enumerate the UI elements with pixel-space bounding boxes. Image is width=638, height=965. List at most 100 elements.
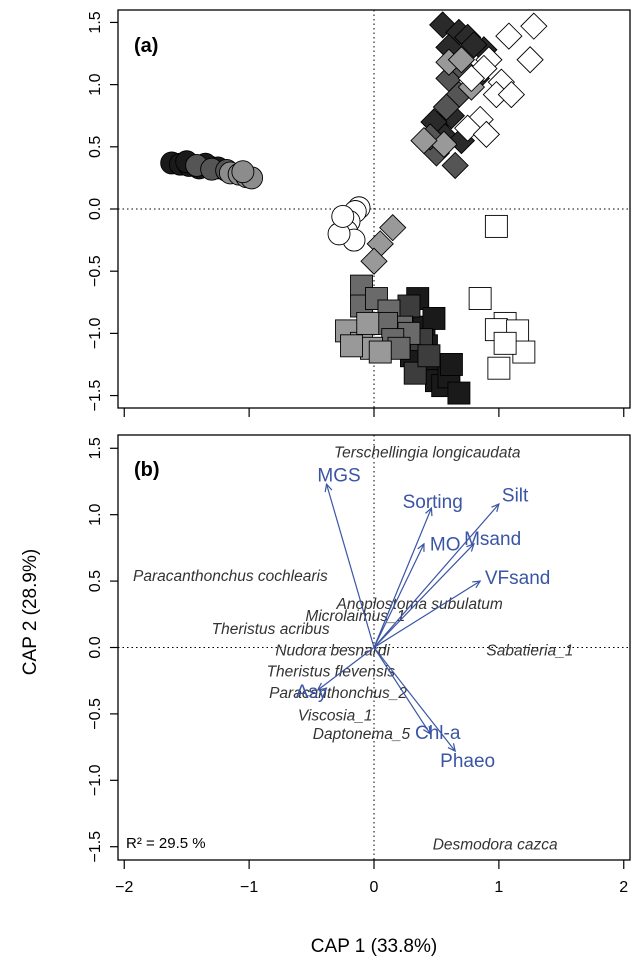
y-tick-label: −0.5 — [87, 698, 104, 730]
vector-arrow-shaft — [373, 580, 481, 649]
species-label: Viscosia_1 — [298, 708, 373, 725]
vector-arrow-head — [425, 506, 433, 517]
r-squared-annotation: R² = 29.5 % — [126, 835, 206, 852]
vector-arrow-head — [423, 725, 431, 735]
y-tick-label: 0.0 — [87, 636, 104, 658]
environmental-vectors: MGS Sorting Silt MO Msand VFsand Asy Chl-a Phaeo — [296, 465, 551, 772]
y-tick-label: −0.5 — [87, 255, 104, 287]
y-tick-label: 1.0 — [87, 503, 104, 525]
y-tick-label: 0.5 — [87, 570, 104, 592]
sample-point-square — [439, 353, 463, 376]
vector-label: Msand — [464, 529, 521, 550]
vector-label: MGS — [317, 465, 360, 486]
y-tick-label: 1.5 — [87, 11, 104, 33]
sample-point-square — [403, 361, 427, 385]
vector-arrow-head — [491, 503, 500, 512]
reference-lines — [118, 10, 630, 408]
panel-label: (a) — [134, 35, 158, 57]
sample-point-diamond — [460, 31, 488, 59]
x-axis: −2 −1 0 1 2 — [115, 860, 628, 896]
species-label: Paracanthonchus cochlearis — [133, 568, 328, 585]
y-tick-label: −1.0 — [87, 764, 104, 796]
y-tick-label: 1.5 — [87, 437, 104, 459]
species-label: Theristus acribus — [212, 621, 330, 638]
species-label: Desmodora cazca — [433, 836, 558, 853]
species-label: Sabatieria_1 — [486, 642, 573, 659]
sample-point-diamond — [520, 12, 548, 40]
species-label: Daptonema_5 — [313, 726, 411, 743]
vector-arrow-shaft — [317, 647, 375, 691]
vector-arrow-head — [466, 542, 475, 552]
x-tick-label: −2 — [115, 879, 133, 896]
y-axis: −1.5 −1.0 −0.5 0.0 0.5 1.0 1.5 — [87, 437, 118, 863]
vector-arrow-head — [447, 743, 457, 753]
species-label: Anoplostoma subulatum — [336, 596, 503, 613]
y-axis: −1.5 −1.0 −0.5 0.0 0.5 1.0 1.5 — [87, 11, 118, 411]
vector-arrow-shaft — [373, 647, 456, 752]
vector-label: Asy — [296, 682, 328, 703]
species-label: Theristus flevensis — [267, 664, 396, 681]
y-tick-label: 0.5 — [87, 136, 104, 158]
vector-label: Phaeo — [440, 751, 495, 772]
vector-label: MO — [430, 535, 461, 556]
species-labels: Terschellingia longicaudata Paracanthonch… — [133, 445, 573, 854]
vector-arrow-shaft — [325, 483, 375, 648]
vector-arrow-shaft — [373, 503, 500, 648]
sample-point-diamond — [360, 247, 388, 275]
vector-label: Sorting — [403, 492, 463, 513]
sample-point-circle — [331, 205, 355, 228]
x-tick-label: 0 — [370, 879, 379, 896]
x-axis-title: CAP 1 (33.8%) — [311, 936, 437, 957]
sample-point-square — [368, 340, 392, 364]
sample-point-square — [484, 214, 508, 238]
sample-point-diamond — [497, 80, 526, 109]
panel-a: −1.5 −1.0 −0.5 0.0 0.5 1.0 1.5 (a) — [87, 9, 631, 417]
sample-point-diamond — [447, 46, 476, 74]
vector-arrow-shaft — [373, 543, 425, 648]
sample-point-square — [340, 334, 363, 358]
species-label: Nudora besnardi — [275, 642, 390, 659]
panel-label: (b) — [134, 459, 160, 481]
vector-arrow-head — [472, 580, 482, 589]
sample-point-diamond — [441, 151, 469, 180]
sample-point-square — [493, 331, 517, 355]
y-tick-label: 0.0 — [87, 198, 104, 220]
vector-label: Silt — [502, 485, 529, 506]
sample-point-square — [417, 344, 441, 368]
x-axis — [123, 408, 625, 417]
vector-arrow-shaft — [373, 507, 432, 648]
sample-point-diamond — [472, 120, 501, 149]
sample-point-diamond — [410, 126, 438, 155]
sample-point-square — [422, 307, 446, 330]
sample-point-square — [468, 287, 492, 310]
sample-point-square — [447, 381, 471, 405]
species-label: Terschellingia longicaudata — [334, 445, 521, 462]
panel-b: Terschellingia longicaudata Paracanthonch… — [20, 434, 631, 957]
vector-arrow-head — [324, 482, 333, 493]
vector-label: VFsand — [485, 568, 550, 589]
x-tick-label: −1 — [240, 879, 258, 896]
y-tick-label: −1.0 — [87, 317, 104, 349]
sample-point-diamond — [457, 64, 486, 93]
y-tick-label: −1.5 — [87, 831, 104, 863]
vector-label: Chl-a — [415, 723, 461, 744]
vector-arrow-shaft — [373, 543, 475, 648]
y-axis-title: CAP 2 (28.9%) — [20, 549, 41, 675]
x-tick-label: 1 — [494, 879, 503, 896]
sample-point-square — [397, 294, 421, 318]
sample-point-diamond — [379, 214, 407, 242]
sample-point-diamond — [516, 46, 544, 74]
sample-point-diamond — [432, 93, 461, 121]
vector-arrow-head — [316, 682, 326, 691]
sample-point-square — [356, 311, 380, 335]
species-label: Microlaimus_1 — [305, 608, 405, 625]
species-label: Paracanthonchus_2 — [269, 685, 407, 702]
vector-arrow-head — [417, 542, 425, 552]
y-tick-label: 1.0 — [87, 73, 104, 95]
sample-point-square — [487, 356, 511, 380]
sample-point-diamond — [495, 22, 523, 50]
sample-point-circle — [231, 160, 255, 184]
y-tick-label: −1.5 — [87, 380, 104, 412]
vector-arrow-shaft — [373, 647, 431, 735]
